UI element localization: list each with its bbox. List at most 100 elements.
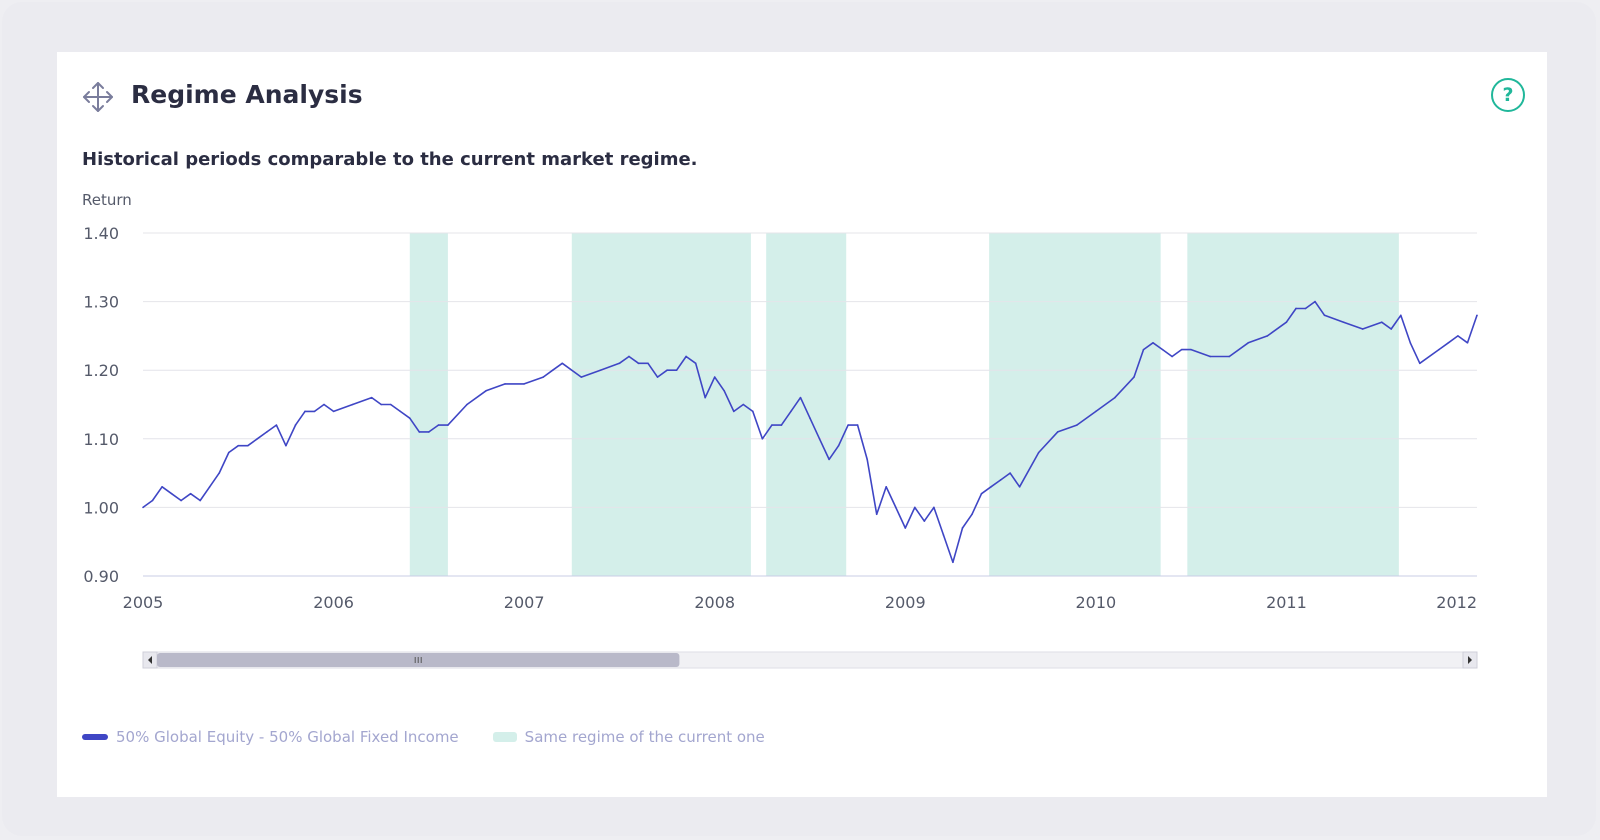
- series-point-92: [1171, 355, 1173, 358]
- help-circle-icon[interactable]: ?: [1491, 78, 1525, 112]
- series-point-15: [285, 444, 287, 447]
- series-point-76: [961, 527, 964, 529]
- series-point-94: [1190, 348, 1192, 351]
- series-point-56: [771, 424, 773, 426]
- series-point-60: [809, 417, 811, 420]
- series-point-84: [1056, 431, 1059, 433]
- chart-canvas: 0.90 1.00 1.10 1.20 1.30 1.40 2005 2006 2007 2008…: [83, 224, 1478, 669]
- x-tick-label-0: 2005: [123, 593, 164, 612]
- series-point-51: [723, 389, 726, 392]
- chart-scrollbar[interactable]: [142, 651, 1478, 669]
- series-point-54: [752, 410, 754, 413]
- legend-regime-label: Same regime of the current one: [524, 728, 765, 746]
- series-point-17: [304, 410, 306, 413]
- series-point-32: [485, 389, 487, 392]
- series-point-88: [1133, 376, 1135, 378]
- move-arrows-icon[interactable]: [81, 80, 115, 114]
- series-point-11: [247, 444, 249, 447]
- x-tick-label-7: 2012: [1436, 593, 1477, 612]
- x-tick-label-1: 2006: [313, 593, 354, 612]
- series-point-7: [208, 486, 211, 488]
- series-point-85: [1076, 424, 1078, 426]
- series-point-16: [294, 424, 297, 426]
- series-point-12: [256, 438, 259, 440]
- series-point-114: [1466, 341, 1469, 344]
- series-point-35: [542, 376, 544, 378]
- legend-item-series[interactable]: 50% Global Equity - 50% Global Fixed Inc…: [82, 728, 459, 746]
- series-point-34: [523, 383, 525, 385]
- series-point-106: [1380, 321, 1383, 323]
- series-point-71: [914, 506, 916, 509]
- series-point-46: [675, 369, 678, 372]
- y-tick-label-1: 1.00: [83, 498, 119, 517]
- series-point-98: [1266, 335, 1269, 337]
- series-point-24: [389, 403, 392, 406]
- series-point-4: [180, 499, 182, 502]
- chart-legend: 50% Global Equity - 50% Global Fixed Inc…: [82, 728, 799, 746]
- y-tick-label-3: 1.20: [83, 361, 119, 380]
- series-point-86: [1095, 410, 1097, 413]
- legend-item-regime[interactable]: Same regime of the current one: [492, 728, 765, 746]
- series-point-78: [980, 492, 983, 495]
- series-point-49: [704, 396, 706, 399]
- series-point-87: [1114, 396, 1116, 399]
- series-point-1: [151, 499, 154, 502]
- series-point-57: [780, 424, 783, 426]
- scroll-left-icon[interactable]: [142, 651, 158, 669]
- regime-band-0: [409, 233, 448, 576]
- regime-band-3: [989, 233, 1161, 576]
- series-point-62: [828, 458, 830, 461]
- scroll-right-icon[interactable]: [1462, 651, 1478, 669]
- y-tick-label-4: 1.30: [83, 293, 119, 312]
- series-point-48: [694, 362, 697, 365]
- series-point-100: [1295, 307, 1297, 310]
- series-point-59: [799, 396, 802, 399]
- series-point-79: [990, 486, 992, 488]
- series-point-53: [742, 403, 745, 406]
- legend-series-label: 50% Global Equity - 50% Global Fixed Inc…: [116, 728, 459, 746]
- regime-band-1: [571, 233, 751, 576]
- regime-band-4: [1187, 233, 1399, 576]
- series-point-107: [1390, 328, 1393, 330]
- x-tick-label-4: 2009: [885, 593, 926, 612]
- series-point-52: [732, 410, 735, 413]
- series-point-20: [332, 410, 335, 413]
- series-point-41: [628, 355, 630, 358]
- series-point-81: [1009, 472, 1011, 474]
- series-point-21: [351, 403, 354, 406]
- series-point-8: [218, 472, 221, 474]
- x-tick-label-3: 2008: [694, 593, 735, 612]
- chart-subtitle: Historical periods comparable to the cur…: [82, 149, 698, 170]
- scroll-right-arrow: [1468, 656, 1472, 664]
- series-point-70: [904, 527, 907, 529]
- series-point-25: [399, 410, 402, 413]
- series-point-69: [894, 506, 897, 509]
- series-point-104: [1342, 321, 1345, 323]
- series-point-39: [599, 369, 602, 372]
- series-point-97: [1247, 341, 1250, 344]
- series-point-64: [847, 424, 849, 426]
- scroll-left-arrow: [148, 656, 152, 664]
- series-point-108: [1399, 314, 1402, 317]
- x-tick-label-2: 2007: [504, 593, 545, 612]
- series-point-102: [1314, 300, 1316, 303]
- series-point-68: [885, 486, 888, 488]
- series-point-28: [428, 431, 430, 433]
- series-point-22: [370, 396, 373, 399]
- y-axis-label: Return: [82, 191, 132, 209]
- regime-band-2: [766, 233, 847, 576]
- series-point-26: [409, 417, 411, 420]
- y-tick-label-5: 1.40: [83, 224, 119, 243]
- series-point-63: [837, 444, 840, 447]
- regime-analysis-card: Regime Analysis ? Historical periods com…: [57, 52, 1547, 797]
- series-point-115: [1476, 314, 1478, 317]
- series-point-18: [313, 410, 316, 413]
- series-point-111: [1438, 348, 1440, 351]
- series-point-90: [1152, 341, 1154, 344]
- series-point-38: [580, 376, 583, 378]
- x-tick-label-6: 2011: [1266, 593, 1307, 612]
- series-point-33: [504, 383, 506, 385]
- series-point-10: [237, 444, 240, 447]
- series-point-83: [1037, 451, 1040, 454]
